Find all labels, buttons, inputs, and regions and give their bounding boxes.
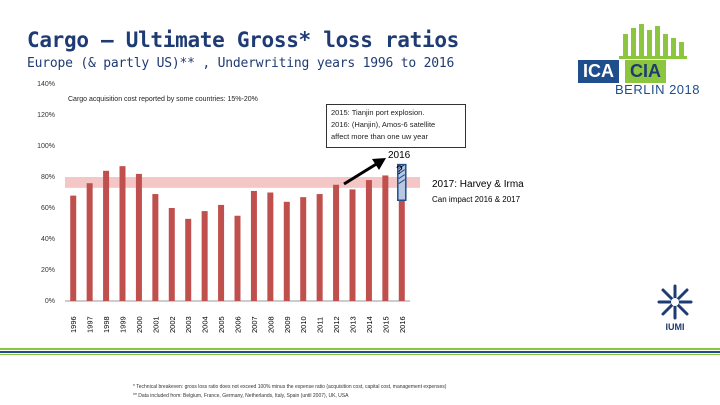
y-tick-label: 120% xyxy=(37,112,55,119)
year-2016-label: 2016 xyxy=(388,150,411,161)
page-subtitle: Europe (& partly US)** , Underwriting ye… xyxy=(27,56,455,71)
impact-note: Can impact 2016 & 2017 xyxy=(432,195,521,204)
y-tick-label: 0% xyxy=(45,298,55,305)
note-line-2016: 2016: (Hanjin), Amos-6 satellite xyxy=(331,120,436,129)
x-tick-label-2012: 2012 xyxy=(332,316,341,333)
x-tick-label-2015: 2015 xyxy=(381,316,390,333)
bar-2000 xyxy=(135,173,142,301)
bar-1998 xyxy=(103,170,110,301)
page-title: Cargo – Ultimate Gross* loss ratios xyxy=(27,28,460,52)
x-tick-label-2000: 2000 xyxy=(135,316,144,333)
bar-2002 xyxy=(168,208,175,301)
x-tick-label-2001: 2001 xyxy=(151,316,160,333)
iumi-logo: IUMI xyxy=(655,282,695,340)
bar-2006 xyxy=(234,215,241,301)
hatch-line xyxy=(398,174,406,180)
note-line-2015: 2015: Tianjin port explosion. xyxy=(331,108,425,117)
x-tick-label-2009: 2009 xyxy=(283,316,292,333)
event-note-box: 2015: Tianjin port explosion. 2016: (Han… xyxy=(326,104,466,148)
x-tick-label-2006: 2006 xyxy=(234,316,243,333)
x-tick-label-1999: 1999 xyxy=(119,316,128,333)
cia-label: CIA xyxy=(625,60,666,83)
x-tick-label-1996: 1996 xyxy=(69,316,78,333)
bar-2003 xyxy=(185,218,192,301)
hatch-line xyxy=(398,169,406,175)
bar-2007 xyxy=(250,190,257,301)
loss-ratio-chart: 0% 20% 40% 60% 80% 100% 120% 140% 1996 1997 1998 1… xyxy=(37,81,420,333)
x-tick-label-2004: 2004 xyxy=(201,316,210,333)
bar-2011 xyxy=(316,194,323,301)
bar-2008 xyxy=(267,192,274,301)
harvey-irma-note: 2017: Harvey & Irma xyxy=(432,179,524,190)
note-line-affect: affect more than one uw year xyxy=(331,132,429,141)
hatch-line xyxy=(398,179,406,185)
arrow-icon xyxy=(343,158,386,186)
bar-2012 xyxy=(333,184,340,301)
bar-2010 xyxy=(300,197,307,301)
thin-stripe xyxy=(0,354,720,355)
building-icon xyxy=(619,24,687,59)
bar-2005 xyxy=(218,204,225,301)
y-tick-label: 60% xyxy=(41,205,55,212)
y-tick-label: 80% xyxy=(41,174,55,181)
bar-1999 xyxy=(119,166,126,301)
bar-2016 xyxy=(398,192,405,301)
bar-2004 xyxy=(201,211,208,301)
footnote-breakeven: * Technical breakeven: gross loss ratio … xyxy=(133,384,447,390)
question-mark: ? xyxy=(396,163,403,177)
bar-1996 xyxy=(70,195,77,301)
x-tick-label-1998: 1998 xyxy=(102,316,111,333)
x-tick-label-2014: 2014 xyxy=(365,316,374,333)
y-tick-label: 40% xyxy=(41,236,55,243)
iumi-emblem-icon xyxy=(657,284,693,320)
x-tick-label-2007: 2007 xyxy=(250,316,259,333)
blue-stripe xyxy=(0,351,720,353)
footnote-data: ** Data included from: Belgium, France, … xyxy=(133,393,349,399)
bar-2015 xyxy=(382,175,389,301)
green-stripe xyxy=(0,348,720,350)
y-tick-label: 140% xyxy=(37,81,55,88)
iumi-label: IUMI xyxy=(665,322,685,332)
hatch-line xyxy=(398,164,406,170)
event-label: BERLIN 2018 xyxy=(615,82,700,97)
x-tick-label-2010: 2010 xyxy=(299,316,308,333)
x-tick-label-2013: 2013 xyxy=(349,316,358,333)
x-tick-label-1997: 1997 xyxy=(86,316,95,333)
x-tick-label-2002: 2002 xyxy=(168,316,177,333)
bar-2009 xyxy=(283,201,290,301)
x-tick-label-2011: 2011 xyxy=(316,317,325,333)
uncertain-bar-2016 xyxy=(397,163,407,202)
bar-1997 xyxy=(86,183,93,301)
bar-2001 xyxy=(152,194,159,301)
bar-2014 xyxy=(365,180,372,301)
y-tick-label: 20% xyxy=(41,267,55,274)
x-tick-label-2005: 2005 xyxy=(217,316,226,333)
x-tick-label-2016: 2016 xyxy=(398,316,407,333)
x-tick-label-2003: 2003 xyxy=(184,316,193,333)
x-tick-label-2008: 2008 xyxy=(266,316,275,333)
bar-2013 xyxy=(349,189,356,301)
ica-label: ICA xyxy=(578,60,619,83)
ica-cia-logo: ICA CIA BERLIN 2018 xyxy=(575,20,715,100)
breakeven-band xyxy=(65,177,420,188)
acquisition-cost-note: Cargo acquisition cost reported by some … xyxy=(68,96,258,103)
y-tick-label: 100% xyxy=(37,143,55,150)
